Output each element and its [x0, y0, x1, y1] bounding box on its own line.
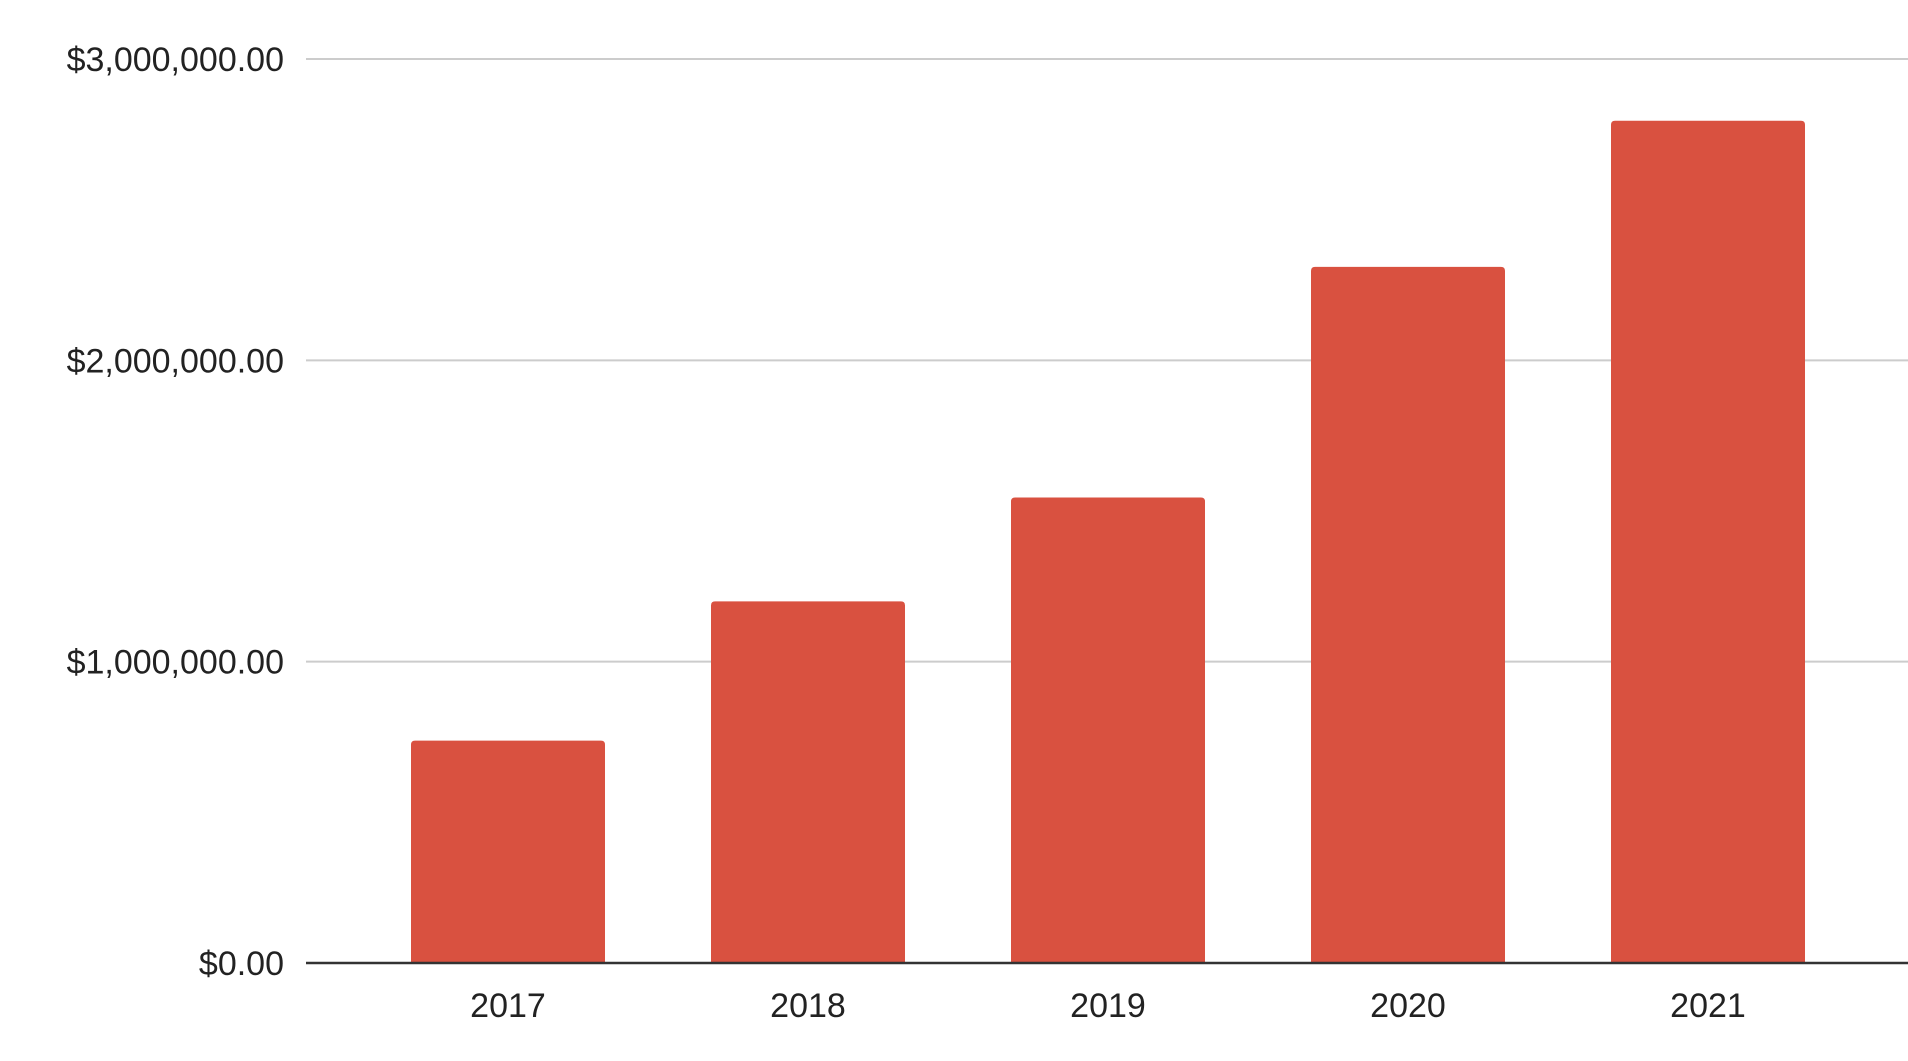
bar-2021 — [1611, 120, 1805, 964]
x-tick-label: 2020 — [1370, 987, 1446, 1025]
bar-2017 — [411, 740, 605, 963]
bar-2018 — [711, 601, 905, 963]
y-tick-label: $0.00 — [199, 945, 284, 983]
bars — [411, 120, 1805, 964]
y-tick-label: $3,000,000.00 — [67, 41, 284, 79]
x-tick-label: 2021 — [1670, 987, 1746, 1025]
bar-2020 — [1311, 266, 1505, 963]
bar-2019 — [1011, 497, 1205, 963]
x-tick-label: 2018 — [770, 987, 846, 1025]
y-tick-label: $2,000,000.00 — [67, 342, 284, 380]
x-tick-label: 2019 — [1070, 987, 1146, 1025]
x-tick-label: 2017 — [470, 987, 546, 1025]
x-axis-tick-labels: 2017 2018 2019 2020 2021 — [470, 987, 1746, 1025]
y-tick-label: $1,000,000.00 — [67, 644, 284, 682]
y-axis-tick-labels: $0.00 $1,000,000.00 $2,000,000.00 $3,000,00… — [67, 41, 284, 983]
